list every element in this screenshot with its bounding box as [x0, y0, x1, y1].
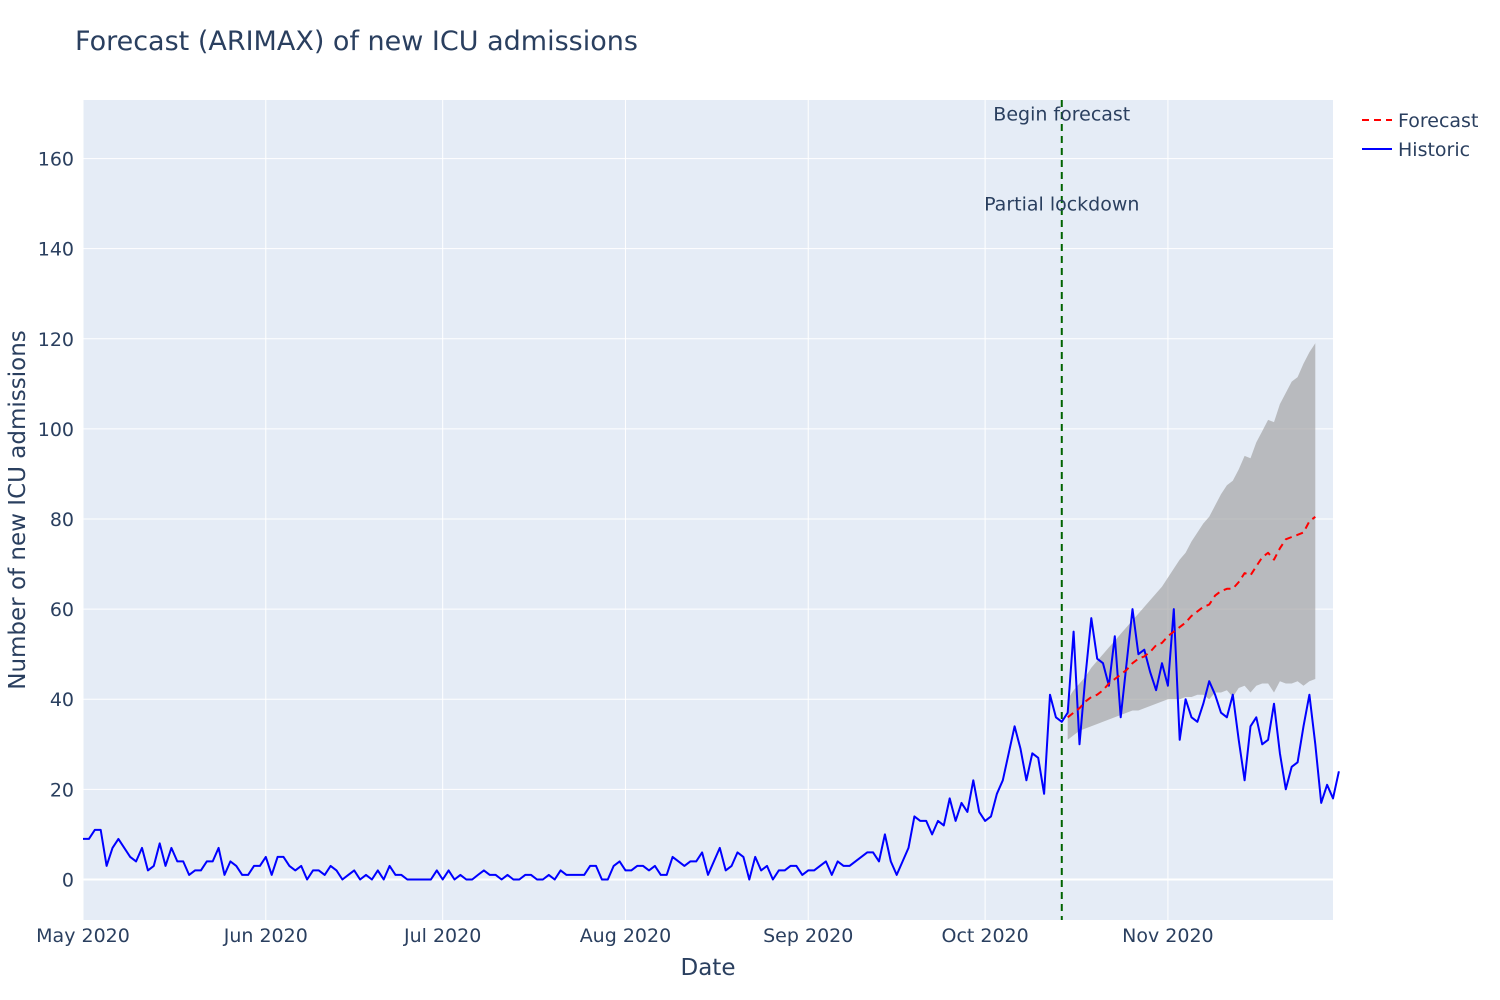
series-layer — [83, 516, 1340, 881]
series-line-forecast — [1067, 516, 1316, 719]
x-tick-label: Aug 2020 — [580, 925, 672, 947]
y-tick-label: 0 — [62, 869, 74, 891]
x-axis-title: Date — [681, 955, 736, 981]
annotation-layer: Begin forecast Partial lockdown — [984, 100, 1139, 920]
x-tick-label: Sep 2020 — [763, 925, 853, 947]
y-tick-label: 140 — [38, 239, 74, 261]
y-tick-labels: 0 20 40 60 80 100 120 140 160 — [38, 149, 74, 892]
y-tick-label: 160 — [38, 149, 74, 171]
y-tick-label: 20 — [50, 779, 74, 801]
grid-lines — [82, 100, 1333, 920]
legend-label-forecast: Forecast — [1398, 110, 1478, 132]
plot-area — [83, 100, 1333, 920]
x-tick-labels: May 2020 Jun 2020 Jul 2020 Aug 2020 Sep 2020… — [36, 925, 1213, 947]
y-tick-label: 80 — [50, 509, 74, 531]
y-tick-label: 40 — [50, 689, 74, 711]
x-tick-label: Oct 2020 — [941, 925, 1028, 947]
series-line-historic — [83, 608, 1340, 881]
y-axis-title: Number of new ICU admissions — [5, 330, 31, 690]
annotation-label: Partial lockdown — [984, 194, 1139, 216]
legend-label-historic: Historic — [1398, 139, 1470, 161]
y-tick-label: 100 — [38, 419, 74, 441]
y-tick-label: 60 — [50, 599, 74, 621]
legend[interactable]: Forecast Historic — [1362, 110, 1478, 161]
chart-title: Forecast (ARIMAX) of new ICU admissions — [75, 26, 638, 57]
x-tick-label: Nov 2020 — [1122, 925, 1213, 947]
annotation-label: Begin forecast — [993, 104, 1130, 126]
x-tick-label: Jul 2020 — [403, 925, 481, 947]
x-tick-label: May 2020 — [36, 925, 130, 947]
x-tick-label: Jun 2020 — [223, 925, 308, 947]
y-tick-label: 120 — [38, 329, 74, 351]
